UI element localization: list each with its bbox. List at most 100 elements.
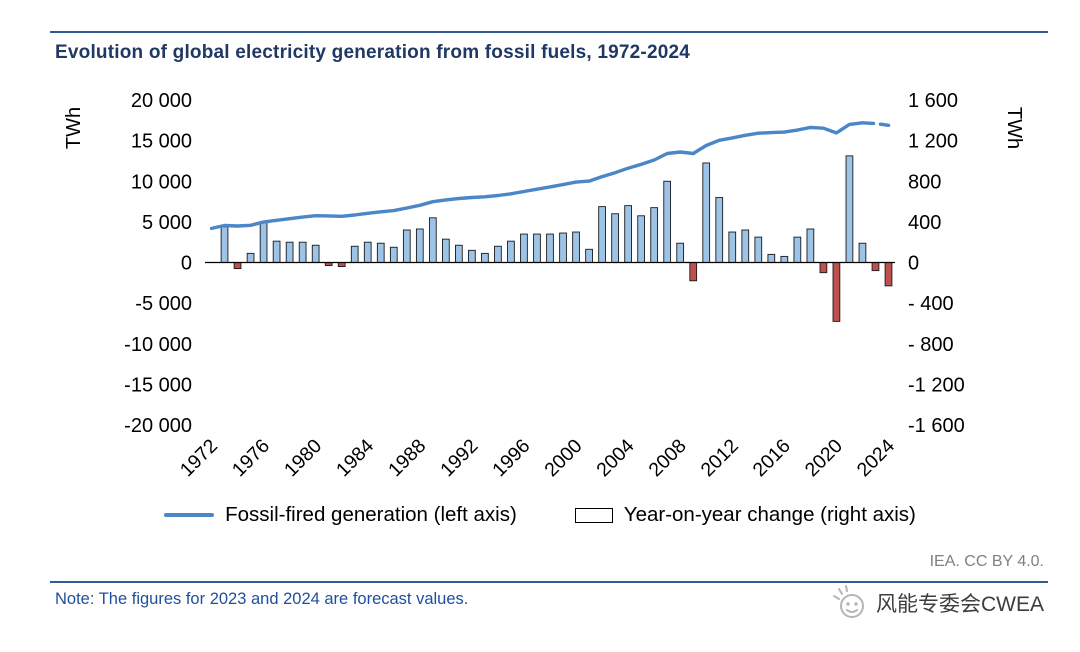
yoy-bar (624, 205, 632, 263)
svg-text:- 800: - 800 (908, 334, 954, 356)
yoy-bar (806, 228, 815, 263)
yoy-bar (507, 240, 515, 263)
generation-line-forecast (860, 121, 891, 128)
yoy-bar (637, 215, 645, 263)
yoy-bar (520, 233, 528, 263)
iea-credit: IEA. CC BY 4.0. (929, 553, 1044, 570)
top-divider (50, 31, 1048, 33)
svg-text:1 600: 1 600 (908, 90, 958, 112)
yoy-bar (832, 262, 841, 322)
yoy-bar (611, 213, 619, 263)
svg-text:10 000: 10 000 (131, 171, 192, 193)
x-axis-labels: 1972 1976 1980 1984 1988 1992 1996 2000 2004 2008… (176, 435, 899, 481)
yoy-bar (663, 180, 672, 263)
watermark: 风能专委会CWEA (829, 585, 1044, 621)
yoy-bar (546, 233, 554, 263)
svg-text:1992: 1992 (436, 435, 482, 481)
svg-text:15 000: 15 000 (131, 131, 192, 153)
svg-text:1996: 1996 (488, 435, 534, 481)
yoy-bar (337, 262, 346, 268)
svg-text:2024: 2024 (853, 435, 899, 481)
yoy-bar (350, 245, 359, 263)
svg-text:-1 600: -1 600 (908, 415, 965, 437)
yoy-bar (598, 206, 606, 263)
svg-text:1988: 1988 (384, 435, 430, 481)
svg-text:-10 000: -10 000 (124, 334, 192, 356)
y-axis-left: 20 000 15 000 10 000 5 000 0 -5 000 -10 000 -15… (124, 90, 192, 437)
line-swatch-icon (164, 513, 215, 517)
yoy-bar (494, 245, 502, 263)
watermark-text: 风能专委会CWEA (876, 593, 1044, 616)
right-axis-title: TWh (1003, 107, 1025, 149)
yoy-bar (793, 236, 802, 263)
svg-text:1984: 1984 (332, 435, 378, 481)
svg-text:2004: 2004 (592, 435, 638, 481)
svg-text:800: 800 (908, 171, 941, 193)
svg-text:1976: 1976 (228, 435, 274, 481)
chart-title: Evolution of global electricity generati… (55, 42, 691, 63)
svg-text:1980: 1980 (280, 435, 326, 481)
svg-text:- 400: - 400 (908, 293, 954, 315)
legend-line-label: Fossil-fired generation (left axis) (225, 503, 517, 526)
bottom-divider (50, 581, 1048, 583)
svg-text:400: 400 (908, 212, 941, 234)
legend-item-bar: Year-on-year change (right axis) (574, 503, 916, 527)
yoy-bar (481, 252, 489, 263)
svg-text:1972: 1972 (176, 435, 222, 481)
yoy-bar (455, 244, 463, 263)
yoy-bar (676, 242, 685, 263)
yoy-bar (819, 262, 828, 274)
left-axis-title: TWh (63, 107, 85, 149)
yoy-bar (572, 231, 580, 263)
yoy-bar (845, 155, 854, 263)
cwea-logo-icon (833, 585, 864, 618)
svg-text:2008: 2008 (644, 435, 690, 481)
yoy-bar (363, 241, 372, 263)
yoy-bar (858, 242, 867, 263)
yoy-bar (298, 241, 307, 263)
yoy-bar (754, 236, 763, 263)
yoy-bar (741, 229, 750, 263)
yoy-bar (468, 249, 476, 263)
svg-text:2016: 2016 (749, 435, 795, 481)
svg-text:20 000: 20 000 (131, 90, 192, 112)
yoy-bar (585, 248, 593, 263)
svg-text:1 200: 1 200 (908, 131, 958, 153)
svg-text:0: 0 (181, 253, 192, 275)
yoy-bar (389, 246, 398, 263)
yoy-bar (559, 232, 567, 263)
svg-text:-15 000: -15 000 (124, 374, 192, 396)
yoy-bar (650, 207, 659, 263)
svg-text:-1 200: -1 200 (908, 374, 965, 396)
forecast-note: Note: The figures for 2023 and 2024 are … (55, 590, 469, 608)
yoy-bar (767, 253, 776, 263)
yoy-bar (715, 197, 724, 263)
svg-text:2012: 2012 (697, 435, 743, 481)
yoy-bar (259, 221, 268, 263)
yoy-bar (884, 262, 893, 287)
legend-bar-label: Year-on-year change (right axis) (623, 503, 916, 526)
yoy-bar (220, 226, 229, 263)
yoy-bar (871, 262, 880, 272)
yoy-bar (311, 244, 320, 263)
svg-text:-5 000: -5 000 (135, 293, 192, 315)
yoy-bar (246, 252, 255, 263)
yoy-bar (402, 229, 411, 263)
yoy-bar (376, 242, 385, 263)
yoy-bar (415, 228, 424, 263)
svg-text:0: 0 (908, 253, 919, 275)
svg-text:5 000: 5 000 (142, 212, 192, 234)
svg-text:2000: 2000 (540, 435, 586, 481)
legend: Fossil-fired generation (left axis) Year… (0, 503, 1080, 527)
yoy-bar (272, 240, 281, 263)
svg-text:2020: 2020 (801, 435, 847, 481)
yoy-change-bars (220, 155, 893, 322)
yoy-bar (780, 255, 789, 263)
bar-swatch-icon (574, 507, 613, 523)
yoy-bar (728, 231, 737, 263)
yoy-bar (233, 262, 242, 270)
y-axis-right: 1 600 1 200 800 400 0 - 400 - 800 -1 200 -1 600 (908, 90, 965, 437)
generation-line (209, 121, 865, 231)
legend-item-line: Fossil-fired generation (left axis) (164, 503, 517, 527)
